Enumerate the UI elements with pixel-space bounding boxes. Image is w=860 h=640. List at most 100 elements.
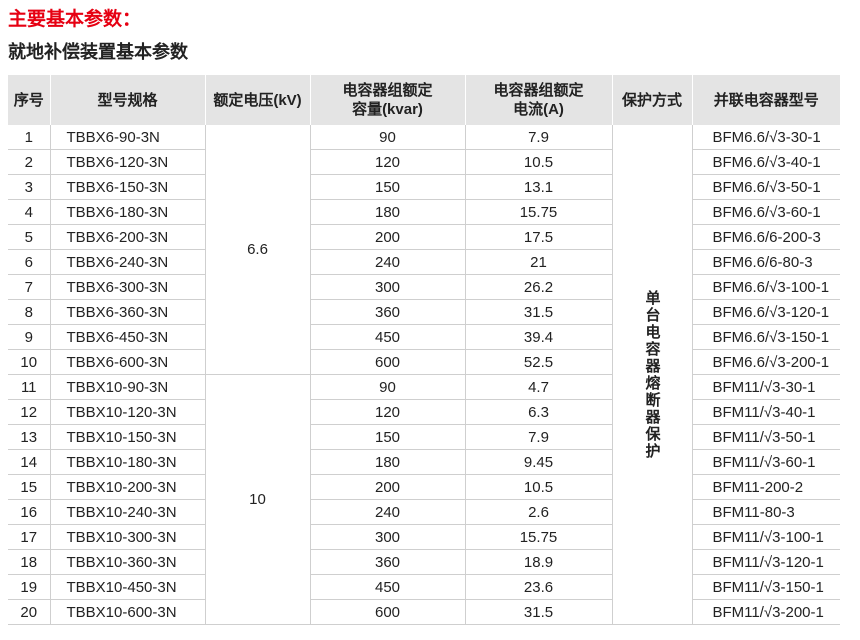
table-row: 20 TBBX10-600-3N 600 31.5 BFM11/√3-200-1 bbox=[8, 599, 840, 625]
row-number: 2 bbox=[8, 149, 50, 175]
current: 21 bbox=[464, 249, 612, 275]
table-body: 1 TBBX6-90-3N 6.6 90 7.9 单台电容器熔断器保护 BFM6.6/√3-… bbox=[8, 125, 840, 625]
column-header: 保护方式 bbox=[611, 75, 692, 125]
capacity: 360 bbox=[309, 549, 465, 575]
capacity: 180 bbox=[309, 449, 465, 475]
table-row: 7 TBBX6-300-3N 300 26.2 BFM6.6/√3-100-1 bbox=[8, 274, 840, 300]
current: 26.2 bbox=[464, 274, 612, 300]
model: TBBX6-450-3N bbox=[49, 324, 205, 350]
capacitor-model: BFM11/√3-50-1 bbox=[691, 424, 840, 450]
table-row: 14 TBBX10-180-3N 180 9.45 BFM11/√3-60-1 bbox=[8, 449, 840, 475]
row-number: 13 bbox=[8, 424, 50, 450]
current: 15.75 bbox=[464, 524, 612, 550]
model: TBBX6-180-3N bbox=[49, 199, 205, 225]
row-number: 5 bbox=[8, 224, 50, 250]
capacity: 200 bbox=[309, 474, 465, 500]
model: TBBX10-360-3N bbox=[49, 549, 205, 575]
capacitor-model: BFM11/√3-200-1 bbox=[691, 599, 840, 625]
current: 9.45 bbox=[464, 449, 612, 475]
capacity: 150 bbox=[309, 424, 465, 450]
capacity: 300 bbox=[309, 524, 465, 550]
row-number: 14 bbox=[8, 449, 50, 475]
row-number: 16 bbox=[8, 499, 50, 525]
capacitor-model: BFM11/√3-150-1 bbox=[691, 574, 840, 600]
row-number: 15 bbox=[8, 474, 50, 500]
column-header: 并联电容器型号 bbox=[691, 75, 840, 125]
capacitor-model: BFM6.6/√3-200-1 bbox=[691, 349, 840, 375]
capacitor-model: BFM11/√3-40-1 bbox=[691, 399, 840, 425]
title: 主要基本参数： bbox=[8, 9, 142, 30]
table-row: 17 TBBX10-300-3N 300 15.75 BFM11/√3-100-1 bbox=[8, 524, 840, 550]
row-number: 17 bbox=[8, 524, 50, 550]
current: 18.9 bbox=[464, 549, 612, 575]
model: TBBX6-120-3N bbox=[49, 149, 205, 175]
table-row: 12 TBBX10-120-3N 120 6.3 BFM11/√3-40-1 bbox=[8, 399, 840, 425]
capacity: 300 bbox=[309, 274, 465, 300]
model: TBBX10-180-3N bbox=[49, 449, 205, 475]
row-number: 1 bbox=[8, 125, 50, 150]
table-row: 15 TBBX10-200-3N 200 10.5 BFM11-200-2 bbox=[8, 474, 840, 500]
current: 6.3 bbox=[464, 399, 612, 425]
table-row: 8 TBBX6-360-3N 360 31.5 BFM6.6/√3-120-1 bbox=[8, 299, 840, 325]
capacitor-model: BFM6.6/6-80-3 bbox=[691, 249, 840, 275]
capacitor-model: BFM6.6/√3-40-1 bbox=[691, 149, 840, 175]
table-row: 6 TBBX6-240-3N 240 21 BFM6.6/6-80-3 bbox=[8, 249, 840, 275]
model: TBBX10-90-3N bbox=[49, 374, 205, 400]
capacitor-model: BFM6.6/√3-150-1 bbox=[691, 324, 840, 350]
model: TBBX6-360-3N bbox=[49, 299, 205, 325]
model: TBBX10-600-3N bbox=[49, 599, 205, 625]
table-row: 5 TBBX6-200-3N 200 17.5 BFM6.6/6-200-3 bbox=[8, 224, 840, 250]
table-row: 13 TBBX10-150-3N 150 7.9 BFM11/√3-50-1 bbox=[8, 424, 840, 450]
column-header: 电容器组额定 电流(A) bbox=[464, 75, 612, 125]
table-row: 16 TBBX10-240-3N 240 2.6 BFM11-80-3 bbox=[8, 499, 840, 525]
current: 15.75 bbox=[464, 199, 612, 225]
model: TBBX6-240-3N bbox=[49, 249, 205, 275]
row-number: 12 bbox=[8, 399, 50, 425]
row-number: 8 bbox=[8, 299, 50, 325]
row-number: 20 bbox=[8, 599, 50, 625]
capacitor-model: BFM6.6/√3-30-1 bbox=[691, 125, 840, 150]
protection: 单台电容器熔断器保护 bbox=[611, 125, 692, 625]
row-number: 9 bbox=[8, 324, 50, 350]
current: 31.5 bbox=[464, 599, 612, 625]
parameter-table: 序号 型号规格 额定电压(kV) 电容器组额定 容量(kvar) 电容器组额定 电流(A… bbox=[8, 75, 840, 625]
row-number: 19 bbox=[8, 574, 50, 600]
model: TBBX10-200-3N bbox=[49, 474, 205, 500]
capacity: 600 bbox=[309, 349, 465, 375]
current: 39.4 bbox=[464, 324, 612, 350]
current: 13.1 bbox=[464, 174, 612, 200]
model: TBBX10-300-3N bbox=[49, 524, 205, 550]
current: 7.9 bbox=[464, 125, 612, 150]
row-number: 18 bbox=[8, 549, 50, 575]
table-row: 11 TBBX10-90-3N 10 90 4.7 BFM11/√3-30-1 bbox=[8, 374, 840, 625]
capacitor-model: BFM6.6/√3-120-1 bbox=[691, 299, 840, 325]
capacity: 120 bbox=[309, 399, 465, 425]
capacitor-model: BFM11/√3-60-1 bbox=[691, 449, 840, 475]
column-header: 电容器组额定 容量(kvar) bbox=[309, 75, 465, 125]
current: 10.5 bbox=[464, 149, 612, 175]
current: 10.5 bbox=[464, 474, 612, 500]
row-number: 6 bbox=[8, 249, 50, 275]
capacitor-model: BFM11-80-3 bbox=[691, 499, 840, 525]
column-header: 额定电压(kV) bbox=[204, 75, 310, 125]
capacitor-model: BFM6.6/√3-60-1 bbox=[691, 199, 840, 225]
model: TBBX6-300-3N bbox=[49, 274, 205, 300]
capacity: 240 bbox=[309, 499, 465, 525]
rated-voltage: 10 bbox=[204, 374, 310, 625]
rated-voltage: 6.6 bbox=[204, 125, 310, 375]
current: 4.7 bbox=[464, 374, 612, 400]
model: TBBX10-240-3N bbox=[49, 499, 205, 525]
current: 52.5 bbox=[464, 349, 612, 375]
capacitor-model: BFM11-200-2 bbox=[691, 474, 840, 500]
capacity: 240 bbox=[309, 249, 465, 275]
current: 7.9 bbox=[464, 424, 612, 450]
capacity: 200 bbox=[309, 224, 465, 250]
capacitor-model: BFM11/√3-120-1 bbox=[691, 549, 840, 575]
header-row: 序号 型号规格 额定电压(kV) 电容器组额定 容量(kvar) 电容器组额定 电流(A… bbox=[8, 75, 840, 125]
model: TBBX6-90-3N bbox=[49, 125, 205, 150]
row-number: 3 bbox=[8, 174, 50, 200]
capacity: 450 bbox=[309, 324, 465, 350]
column-header: 型号规格 bbox=[49, 75, 205, 125]
capacity: 150 bbox=[309, 174, 465, 200]
